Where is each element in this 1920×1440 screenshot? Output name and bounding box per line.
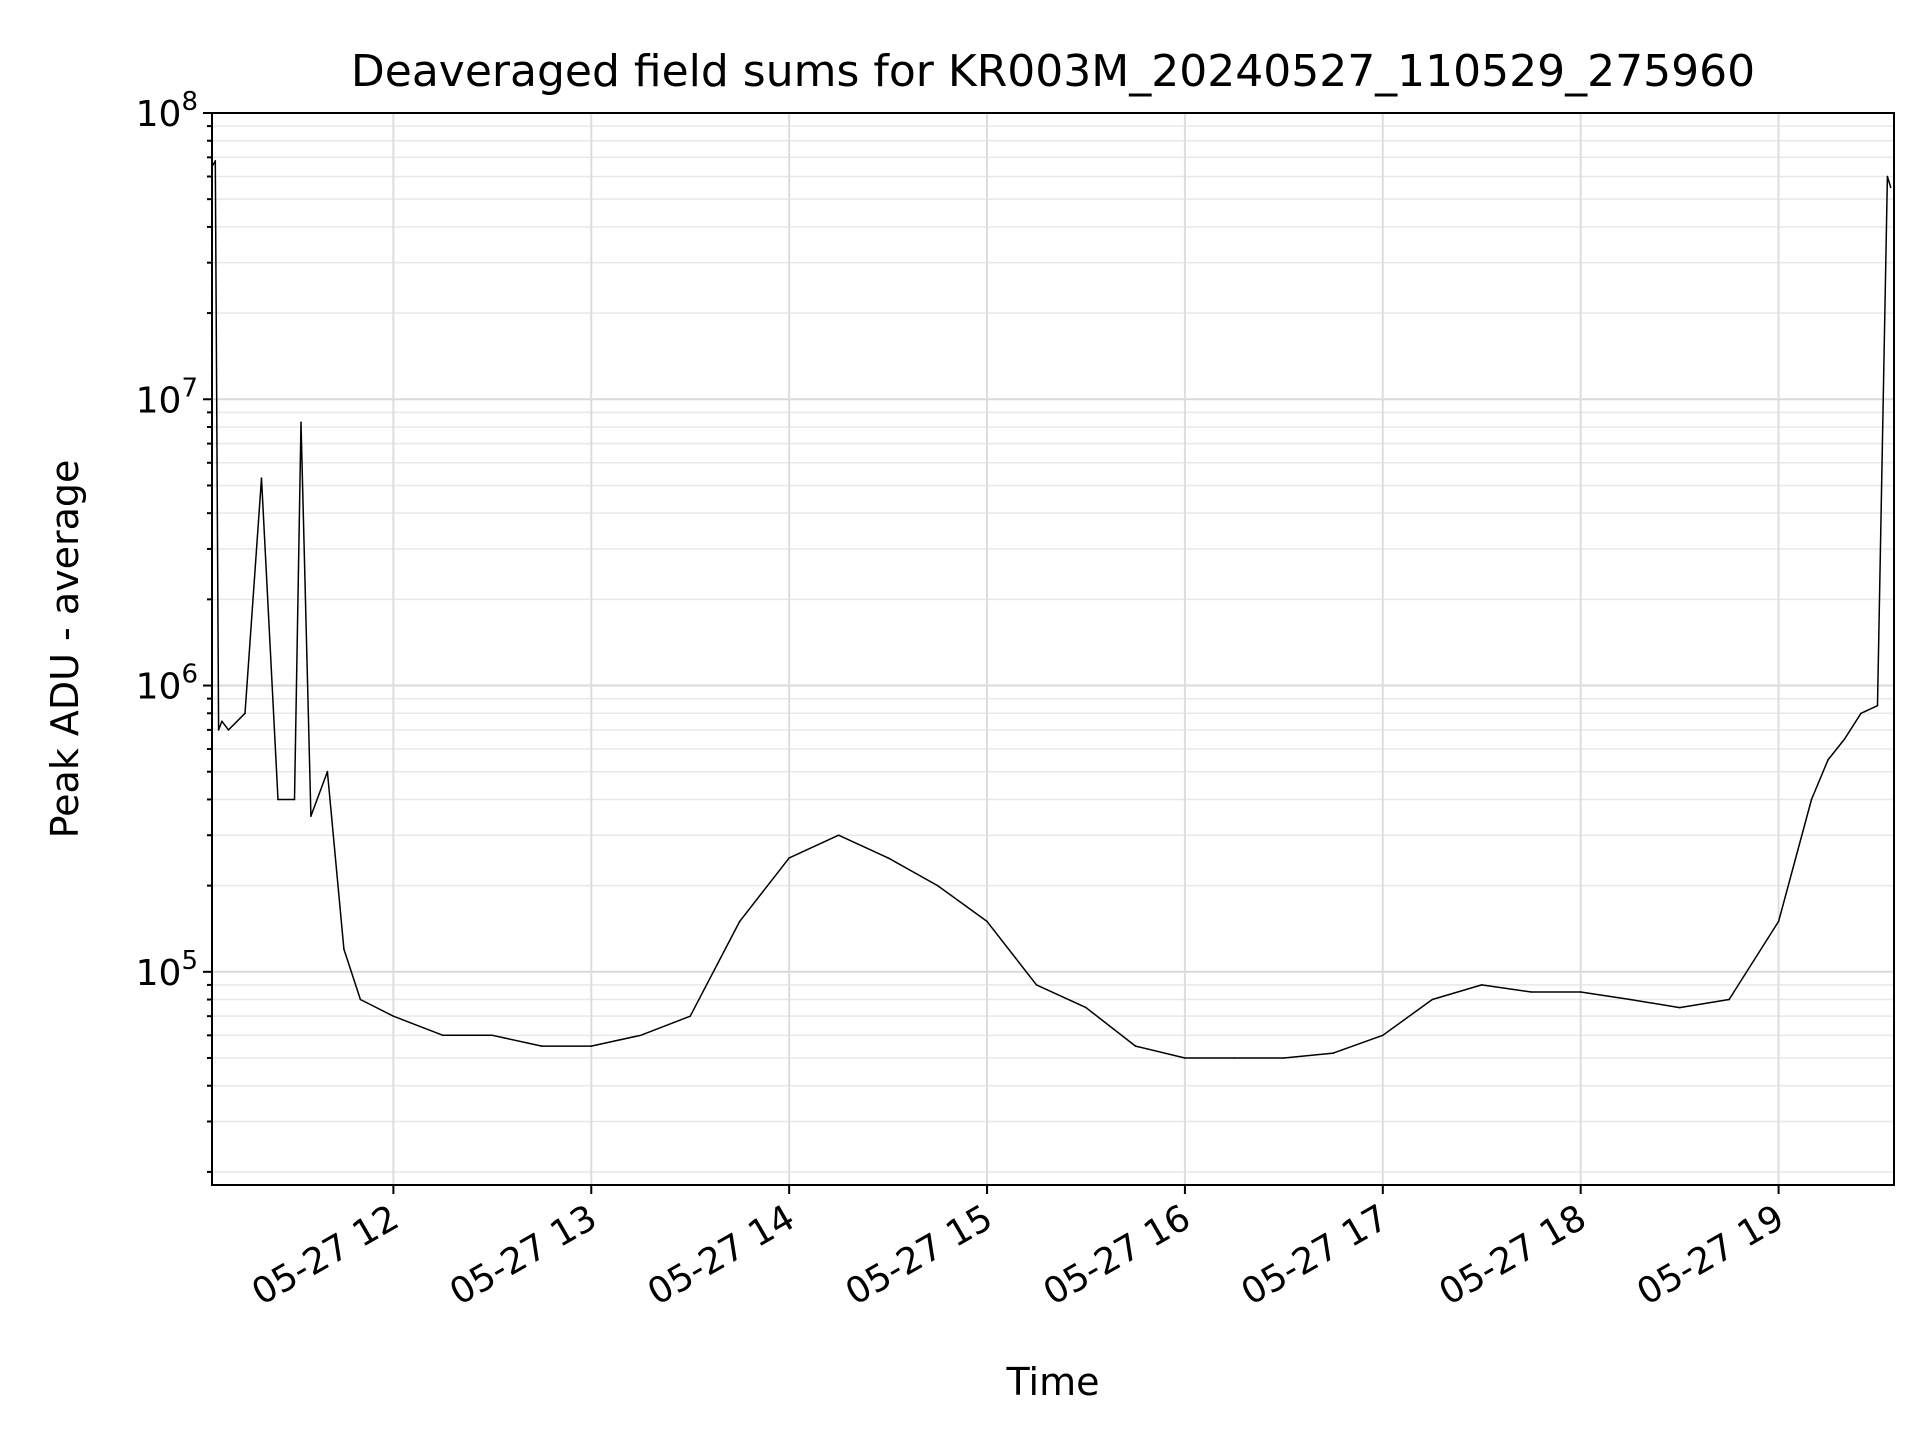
data-point: [217, 729, 220, 731]
data-point: [1382, 1034, 1384, 1037]
data-point: [1332, 1052, 1335, 1054]
chart-title: Deaveraged field sums for KR003M_2024052…: [351, 46, 1755, 97]
data-point: [1035, 984, 1038, 986]
data-point: [300, 421, 302, 424]
data-point: [986, 920, 988, 923]
data-point: [1134, 1045, 1137, 1047]
data-point: [260, 477, 263, 480]
data-point: [1860, 712, 1862, 715]
data-point: [359, 998, 362, 1001]
data-point: [837, 834, 840, 836]
data-point: [1530, 991, 1532, 993]
data-point: [491, 1034, 494, 1037]
y-tick-label: 108: [136, 87, 198, 135]
data-point: [738, 920, 741, 923]
data-point: [227, 729, 230, 731]
data-point: [277, 798, 279, 801]
data-point: [1579, 991, 1582, 993]
data-point: [1728, 998, 1730, 1001]
data-point: [1431, 998, 1434, 1001]
data-point: [590, 1045, 593, 1047]
data-point: [293, 798, 296, 801]
data-point: [1889, 186, 1892, 189]
data-point: [689, 1015, 691, 1017]
data-point: [887, 857, 889, 859]
y-tick-label: 105: [136, 946, 198, 994]
y-tick-label: 106: [136, 660, 198, 708]
data-point: [1283, 1057, 1285, 1059]
data-point: [442, 1034, 444, 1037]
data-point: [1827, 759, 1829, 761]
data-point: [214, 160, 217, 162]
data-point: [1876, 704, 1879, 707]
data-point: [788, 857, 790, 859]
data-point: [1810, 798, 1813, 801]
x-axis-label: Time: [1006, 1360, 1100, 1404]
data-point: [639, 1034, 642, 1037]
data-point: [1480, 984, 1483, 986]
data-point: [244, 712, 246, 715]
series-line: [211, 160, 1892, 1059]
data-point: [343, 948, 345, 950]
data-point: [221, 720, 223, 723]
series-layer: [211, 160, 1892, 1059]
y-axis-label: Peak ADU - average: [43, 460, 87, 839]
data-point: [310, 815, 312, 817]
data-point: [326, 770, 329, 773]
y-tick-label: 107: [136, 373, 198, 421]
data-point: [1085, 1006, 1087, 1009]
data-point: [1678, 1006, 1681, 1009]
data-point: [936, 884, 939, 887]
data-point: [392, 1015, 395, 1017]
plot-frame: [211, 112, 1895, 1186]
data-point: [1629, 998, 1631, 1001]
data-point: [1233, 1057, 1236, 1059]
data-point: [1843, 738, 1846, 740]
data-point: [1886, 175, 1889, 178]
data-point: [541, 1045, 543, 1047]
data-point: [1184, 1057, 1186, 1059]
data-point: [1777, 920, 1780, 923]
